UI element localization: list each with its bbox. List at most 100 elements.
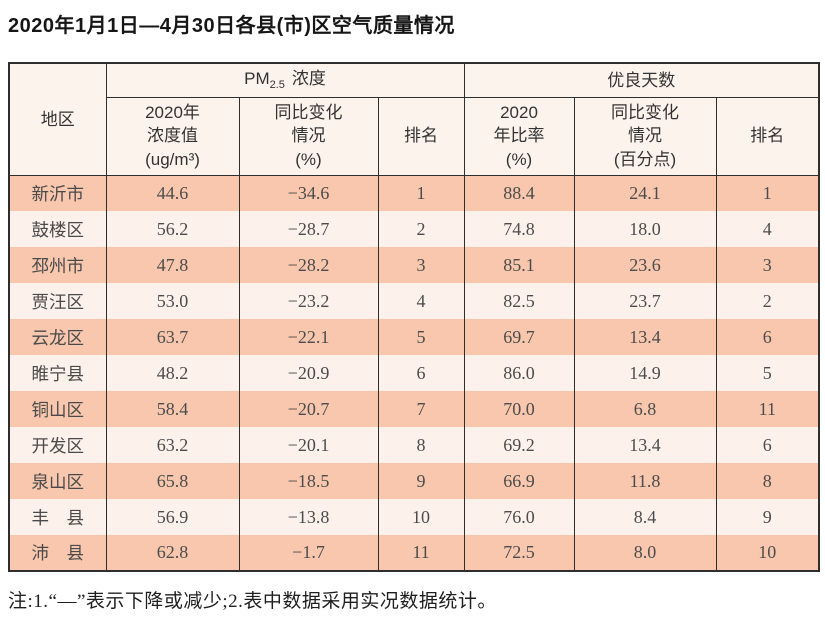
pm25-value-cell: 58.4	[105, 391, 240, 427]
good-rank-cell: 10	[715, 535, 820, 571]
table-row: 睢宁县 48.2 −20.9 6 86.0 14.9 5	[8, 355, 820, 391]
good-rank-cell: 1	[715, 175, 820, 211]
good-rate-cell: 69.7	[463, 319, 575, 355]
good-rank-cell: 5	[715, 355, 820, 391]
pm25-rank-cell: 5	[377, 319, 465, 355]
pm25-value-cell: 63.2	[105, 427, 240, 463]
good-rate-cell: 69.2	[463, 427, 575, 463]
pm25-change-cell: −23.2	[238, 283, 379, 319]
header-good-change: 同比变化 情况 (百分点)	[573, 96, 717, 176]
header-group-good-days: 优良天数	[463, 62, 820, 98]
pm25-rank-cell: 9	[377, 463, 465, 499]
region-cell: 沛 县	[8, 535, 107, 571]
pm25-rank-cell: 7	[377, 391, 465, 427]
good-rate-cell: 72.5	[463, 535, 575, 571]
table-row: 贾汪区 53.0 −23.2 4 82.5 23.7 2	[8, 283, 820, 319]
good-change-cell: 24.1	[573, 175, 717, 211]
good-rate-cell: 76.0	[463, 499, 575, 535]
good-change-cell: 18.0	[573, 211, 717, 247]
good-change-cell: 6.8	[573, 391, 717, 427]
pm25-change-cell: −22.1	[238, 319, 379, 355]
pm25-value-cell: 56.9	[105, 499, 240, 535]
table-row: 泉山区 65.8 −18.5 9 66.9 11.8 8	[8, 463, 820, 499]
pm25-label-suffix: 浓度	[291, 69, 326, 89]
good-rank-cell: 6	[715, 427, 820, 463]
good-change-cell: 13.4	[573, 427, 717, 463]
good-change-cell: 23.6	[573, 247, 717, 283]
pm25-change-cell: −20.9	[238, 355, 379, 391]
good-change-cell: 13.4	[573, 319, 717, 355]
pm25-value-cell: 47.8	[105, 247, 240, 283]
pm25-change-cell: −20.1	[238, 427, 379, 463]
region-cell: 新沂市	[8, 175, 107, 211]
good-change-cell: 23.7	[573, 283, 717, 319]
region-cell: 贾汪区	[8, 283, 107, 319]
good-rank-cell: 4	[715, 211, 820, 247]
region-cell: 丰 县	[8, 499, 107, 535]
pm25-change-cell: −34.6	[238, 175, 379, 211]
pm25-change-cell: −20.7	[238, 391, 379, 427]
region-cell: 鼓楼区	[8, 211, 107, 247]
header-good-rank: 排名	[715, 96, 820, 176]
pm25-label-subscript: 2.5	[269, 79, 285, 92]
region-cell: 铜山区	[8, 391, 107, 427]
pm25-change-cell: −28.2	[238, 247, 379, 283]
good-rank-cell: 6	[715, 319, 820, 355]
good-rank-cell: 11	[715, 391, 820, 427]
header-sub-row: 2020年 浓度值 (ug/m³) 同比变化 情况 (%) 排名 2020 年比…	[9, 96, 820, 176]
good-rate-cell: 82.5	[463, 283, 575, 319]
pm25-value-cell: 56.2	[105, 211, 240, 247]
pm25-rank-cell: 4	[377, 283, 465, 319]
good-rate-cell: 85.1	[463, 247, 575, 283]
pm25-rank-cell: 3	[377, 247, 465, 283]
page-title: 2020年1月1日—4月30日各县(市)区空气质量情况	[8, 15, 455, 37]
pm25-value-cell: 62.8	[105, 535, 240, 571]
good-change-cell: 8.0	[573, 535, 717, 571]
good-change-cell: 8.4	[573, 499, 717, 535]
good-rank-cell: 9	[715, 499, 820, 535]
table-row: 鼓楼区 56.2 −28.7 2 74.8 18.0 4	[8, 211, 820, 247]
header-pm25-change: 同比变化 情况 (%)	[238, 96, 379, 176]
pm25-label-prefix: PM	[244, 69, 270, 89]
good-rate-cell: 70.0	[463, 391, 575, 427]
pm25-value-cell: 48.2	[105, 355, 240, 391]
good-change-cell: 14.9	[573, 355, 717, 391]
pm25-rank-cell: 1	[377, 175, 465, 211]
pm25-rank-cell: 8	[377, 427, 465, 463]
table-row: 沛 县 62.8 −1.7 11 72.5 8.0 10	[8, 535, 820, 571]
pm25-rank-cell: 11	[377, 535, 465, 571]
pm25-value-cell: 63.7	[105, 319, 240, 355]
region-cell: 睢宁县	[8, 355, 107, 391]
region-cell: 云龙区	[8, 319, 107, 355]
good-rate-cell: 88.4	[463, 175, 575, 211]
table-row: 云龙区 63.7 −22.1 5 69.7 13.4 6	[8, 319, 820, 355]
pm25-value-cell: 65.8	[105, 463, 240, 499]
header-pm25-rank: 排名	[377, 96, 465, 176]
region-cell: 邳州市	[8, 247, 107, 283]
pm25-value-cell: 53.0	[105, 283, 240, 319]
header-region: 地区	[8, 62, 107, 176]
table-row: 铜山区 58.4 −20.7 7 70.0 6.8 11	[8, 391, 820, 427]
pm25-change-cell: −28.7	[238, 211, 379, 247]
pm25-change-cell: −13.8	[238, 499, 379, 535]
header-group-pm25: PM2.5 浓度	[105, 62, 465, 98]
table-row: 邳州市 47.8 −28.2 3 85.1 23.6 3	[8, 247, 820, 283]
good-rank-cell: 8	[715, 463, 820, 499]
header-group-row: 地区 PM2.5 浓度 优良天数	[8, 62, 820, 176]
pm25-change-cell: −1.7	[238, 535, 379, 571]
table-row: 开发区 63.2 −20.1 8 69.2 13.4 6	[8, 427, 820, 463]
pm25-rank-cell: 10	[377, 499, 465, 535]
good-rate-cell: 86.0	[463, 355, 575, 391]
pm25-change-cell: −18.5	[238, 463, 379, 499]
region-cell: 泉山区	[8, 463, 107, 499]
table-row: 丰 县 56.9 −13.8 10 76.0 8.4 9	[8, 499, 820, 535]
footnote: 注:1.“—”表示下降或减少;2.表中数据采用实况数据统计。	[8, 591, 497, 612]
pm25-value-cell: 44.6	[105, 175, 240, 211]
good-rate-cell: 74.8	[463, 211, 575, 247]
air-quality-table: 地区 PM2.5 浓度 优良天数 2020年 浓度值 (ug/m³) 同比变化 情…	[8, 62, 821, 572]
table-row: 新沂市 44.6 −34.6 1 88.4 24.1 1	[8, 175, 820, 211]
pm25-rank-cell: 6	[377, 355, 465, 391]
good-rank-cell: 2	[715, 283, 820, 319]
good-rank-cell: 3	[715, 247, 820, 283]
header-pm25-value: 2020年 浓度值 (ug/m³)	[105, 96, 240, 176]
